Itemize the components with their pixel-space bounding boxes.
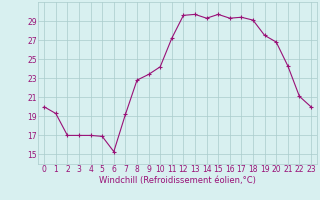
X-axis label: Windchill (Refroidissement éolien,°C): Windchill (Refroidissement éolien,°C): [99, 176, 256, 185]
